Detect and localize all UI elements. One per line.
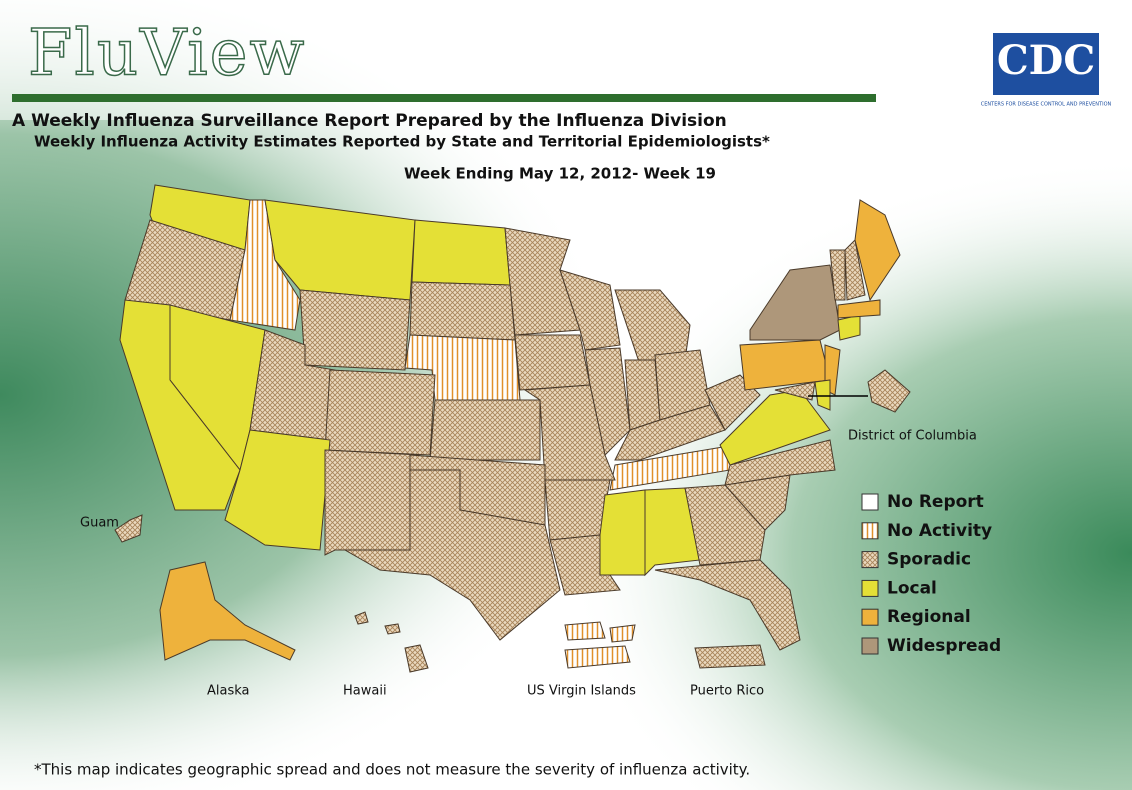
subtitle: A Weekly Influenza Surveillance Report P… — [12, 111, 727, 131]
legend-label: No Activity — [887, 521, 992, 541]
map — [114, 184, 911, 673]
region — [429, 399, 541, 461]
region — [523, 384, 616, 481]
region — [299, 289, 411, 371]
region — [724, 439, 836, 486]
legend-label: Widespread — [887, 636, 1001, 656]
legend-swatch — [861, 579, 879, 597]
subtitle2: Weekly Influenza Activity Estimates Repo… — [34, 133, 770, 151]
legend-swatch — [861, 637, 879, 655]
region — [411, 219, 511, 286]
region — [119, 299, 241, 511]
region — [854, 199, 901, 302]
guam-label: Guam — [80, 516, 119, 531]
region — [114, 514, 143, 543]
region — [384, 623, 401, 635]
region — [354, 611, 369, 625]
legend-label: Sporadic — [887, 550, 971, 570]
region — [343, 469, 561, 641]
legend-label: No Report — [887, 492, 984, 512]
logo-tagline: CENTERS FOR DISEASE CONTROL AND PREVENTI… — [981, 102, 1112, 108]
region — [837, 314, 861, 341]
legend-swatch — [861, 522, 879, 540]
pr-label: Puerto Rico — [690, 684, 764, 699]
logo-text: CDC — [997, 37, 1095, 84]
region — [694, 644, 766, 669]
region — [624, 359, 661, 431]
footnote: *This map indicates geographic spread an… — [34, 761, 750, 779]
region — [844, 238, 866, 301]
region — [614, 289, 691, 366]
region — [837, 299, 881, 319]
legend-label: Local — [887, 578, 937, 598]
hawaii-label: Hawaii — [343, 684, 387, 699]
region — [584, 347, 631, 457]
dc-label: District of Columbia — [848, 429, 977, 444]
region — [564, 621, 606, 641]
week: Week Ending May 12, 2012- Week 19 — [404, 165, 716, 183]
region — [409, 281, 516, 341]
region — [774, 381, 816, 401]
legend-label: Regional — [887, 607, 971, 627]
region — [559, 269, 621, 351]
region — [867, 369, 911, 413]
region — [404, 644, 429, 673]
region — [599, 489, 646, 576]
region — [719, 389, 831, 466]
region — [609, 624, 636, 643]
region — [324, 449, 421, 556]
legend-swatch — [861, 493, 879, 511]
region — [654, 559, 801, 651]
region — [814, 379, 831, 411]
region — [324, 369, 436, 456]
region — [684, 484, 766, 566]
region — [159, 561, 296, 661]
region — [644, 487, 701, 577]
legend-swatch — [861, 608, 879, 626]
usvi-label: US Virgin Islands — [527, 684, 636, 699]
logo-box — [993, 33, 1099, 95]
region — [514, 334, 591, 391]
legend-swatch — [861, 551, 879, 569]
legend: No Report No Activity Sporadic Local Regiona… — [861, 492, 1001, 656]
title: FluView — [28, 17, 306, 91]
region — [564, 645, 631, 669]
region — [829, 249, 846, 301]
alaska-label: Alaska — [207, 684, 250, 699]
title-bar — [12, 94, 876, 102]
region — [224, 429, 331, 551]
